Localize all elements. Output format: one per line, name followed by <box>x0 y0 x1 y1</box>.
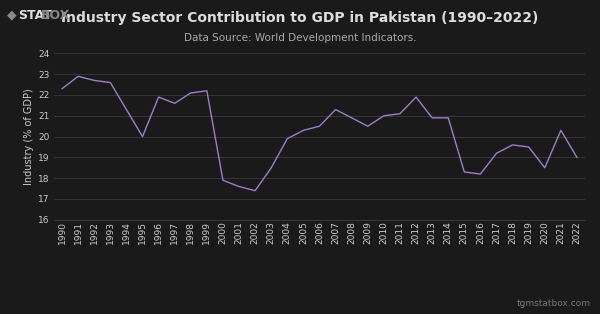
Text: Industry Sector Contribution to GDP in Pakistan (1990–2022): Industry Sector Contribution to GDP in P… <box>61 11 539 25</box>
Text: STAT: STAT <box>18 9 52 22</box>
Text: BOX: BOX <box>41 9 70 22</box>
Text: Data Source: World Development Indicators.: Data Source: World Development Indicator… <box>184 33 416 43</box>
Text: tgmstatbox.com: tgmstatbox.com <box>517 299 591 308</box>
Text: ◆: ◆ <box>7 9 17 22</box>
Y-axis label: Industry (% of GDP): Industry (% of GDP) <box>24 88 34 185</box>
